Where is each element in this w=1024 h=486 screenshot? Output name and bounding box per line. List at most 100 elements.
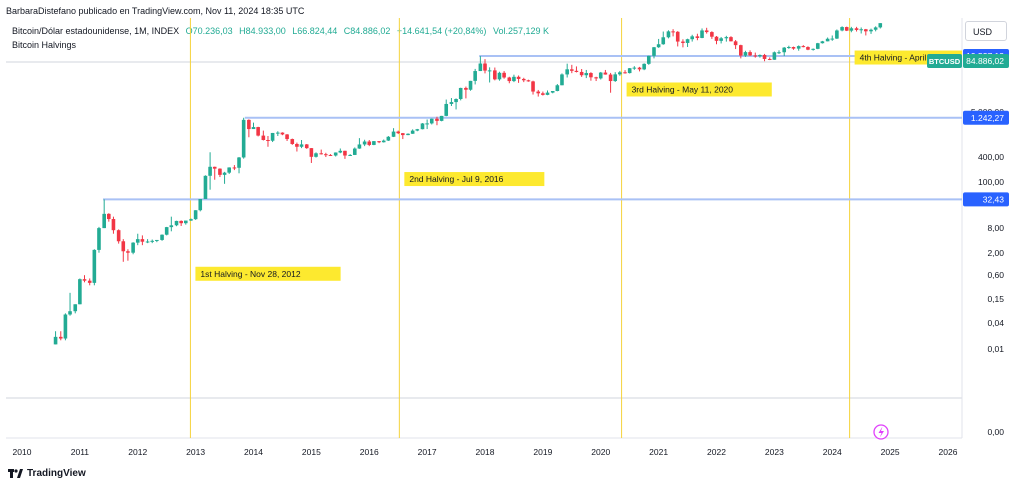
candle-body [493,70,497,80]
candle [574,66,579,73]
candle-body [618,72,622,75]
lightning-icon [873,424,889,440]
candle [478,56,483,72]
candle [208,152,212,190]
candle-body [174,220,179,226]
candle [681,39,685,48]
candle-body [565,69,569,75]
candle [97,226,101,253]
halving-label-bg [404,172,545,187]
candle [73,304,78,314]
candle-body [232,167,237,169]
candle-body [435,118,439,121]
candle [212,166,217,180]
candle [444,99,449,117]
currency-button[interactable]: USD [965,21,1007,41]
candle [183,220,188,225]
candle [435,116,439,126]
candle-body [58,336,63,339]
halving-label-text: 3rd Halving - May 11, 2020 [632,84,734,94]
candle [357,138,362,149]
candle-body [169,225,174,228]
candle-body [261,135,266,141]
candle [714,35,719,45]
candle [483,59,487,74]
candle-body [719,38,723,41]
candle-body [681,41,685,43]
halving-label-text: 4th Halving - April 20, 2024 [860,53,962,63]
x-tick-label: 2020 [591,447,610,457]
x-tick-label: 2017 [418,447,437,457]
candle [193,210,198,220]
candle [290,138,295,145]
candle-body [348,154,352,156]
symbol-legend: Bitcoin/Dólar estadounidense, 1M, INDEX … [12,26,553,36]
candle [372,140,376,146]
candle [160,234,164,241]
candle [87,278,92,286]
candle-body [584,73,589,76]
candle-body [526,80,531,82]
candle-body [516,76,521,79]
candle-body [396,131,400,134]
candle [623,70,627,74]
symbol-name[interactable]: Bitcoin/Dólar estadounidense, 1M, INDEX [12,26,180,36]
candle-body [290,139,295,144]
symbol-tag-text: BTCUSD [929,57,961,66]
candle [218,168,222,178]
candle [671,29,675,37]
candle [632,66,637,70]
candle-body [531,81,535,92]
current-price-tag-bg [963,54,1009,68]
candle [429,118,434,125]
candle-body [309,148,314,157]
publisher-line: BarbaraDistefano publicado en TradingVie… [6,6,305,16]
candle [299,140,304,149]
candle [613,72,618,82]
candle [526,79,531,82]
candle-body [666,31,671,38]
halving-label: 2nd Halving - Jul 9, 2016 [404,172,545,187]
current-price-tag: BTCUSD 84.886,02 [927,54,1009,68]
candle [719,36,723,44]
candle [507,76,512,84]
candle [63,313,68,341]
candle-body [671,31,675,33]
candle-body [131,242,135,253]
candle-body [473,71,477,81]
change-value: +14.641,54 (+20,84%) [396,26,487,36]
candle [767,57,772,61]
candle-body [415,129,420,131]
candle-body [189,219,193,221]
candle-body [276,132,280,134]
candle-body [623,72,627,74]
candle [454,98,458,110]
candle [502,71,506,79]
level-price-tag-bg [963,192,1009,207]
candle-body [695,36,700,38]
candle-body [700,30,704,38]
candle-body [777,52,781,54]
candle [386,135,391,141]
candle [493,67,497,81]
candle-body [406,133,410,136]
candle [729,36,733,42]
high-value: H84.933,00 [239,26,286,36]
tradingview-logo[interactable]: TradingView [8,468,86,479]
candle-body [550,91,555,93]
x-tick-label: 2013 [186,447,205,457]
candle-body [656,44,661,48]
candle [145,239,150,244]
indicator-legend[interactable]: Bitcoin Halvings [12,40,77,50]
candle [869,28,873,34]
candle [656,38,661,48]
candle-body [478,63,483,72]
candle-body [844,27,849,31]
candle-body [652,47,656,56]
candle [579,69,584,77]
candle [589,72,593,81]
candle [618,70,622,76]
candle [222,171,227,184]
candle [772,51,777,60]
